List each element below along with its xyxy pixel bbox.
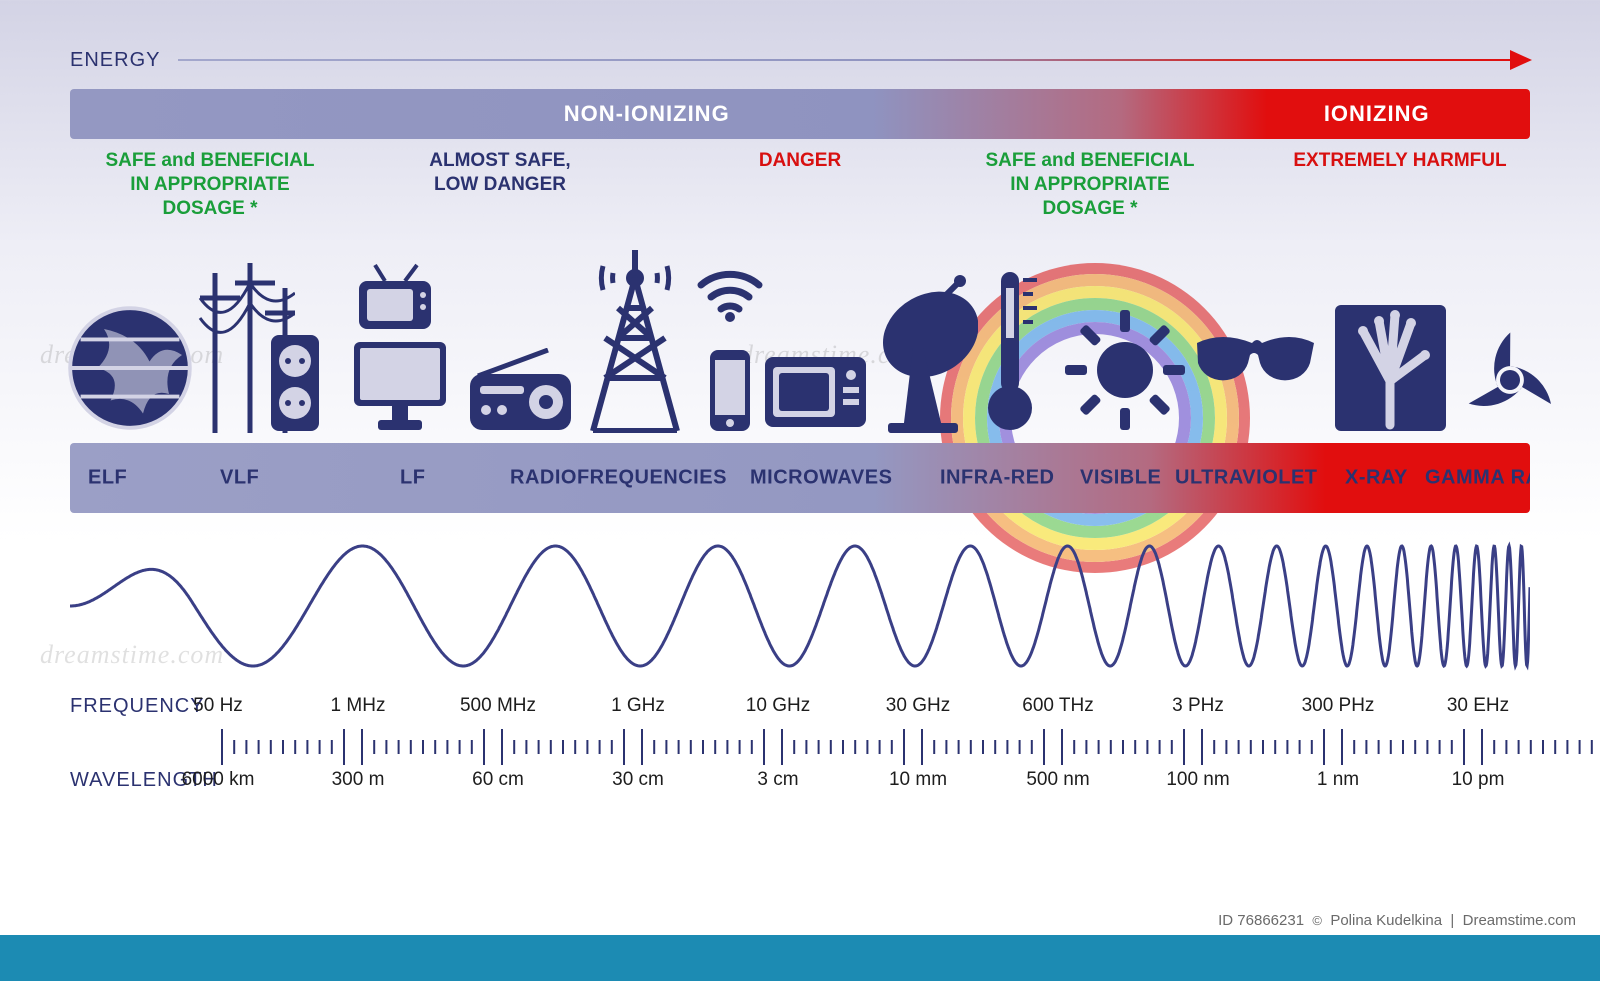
wavelength-value: 10 mm <box>853 769 983 793</box>
safety-row: SAFE and BENEFICIAL IN APPROPRIATE DOSAG… <box>70 149 1530 219</box>
tick-ruler <box>1478 725 1600 765</box>
frequency-value: 300 PHz <box>1273 695 1403 719</box>
icons-row <box>70 223 1530 433</box>
category-label: INFRA-RED <box>940 467 1055 490</box>
wavelength-value: 300 m <box>293 769 423 793</box>
wavelength-value: 60 cm <box>433 769 563 793</box>
axis-column: 300 PHz 1 nm <box>1273 695 1403 793</box>
radio-icon <box>465 348 575 433</box>
footer-strip <box>0 935 1600 981</box>
frequency-value: 50 Hz <box>153 695 283 719</box>
author: Polina Kudelkina <box>1330 912 1442 929</box>
wavelength-value: 100 nm <box>1133 769 1263 793</box>
category-label: VLF <box>220 467 259 490</box>
attribution: ID 76866231 © Polina Kudelkina | Dreamst… <box>1218 912 1576 929</box>
wavelength-value: 500 nm <box>993 769 1123 793</box>
xray-icon <box>1330 303 1450 433</box>
radiation-icon <box>1455 328 1565 433</box>
wavelength-value: 1 nm <box>1273 769 1403 793</box>
energy-arrow <box>178 59 1530 61</box>
category-label: ULTRAVIOLET <box>1175 467 1318 490</box>
category-band: ELF VLF LF RADIOFREQUENCIES MICROWAVES INFRA-… <box>70 443 1530 513</box>
axis-column: 1 GHz 30 cm <box>573 695 703 793</box>
safety-label: ALMOST SAFE, LOW DANGER <box>380 149 620 197</box>
axis-column: 600 THz 500 nm <box>993 695 1123 793</box>
safety-label: SAFE and BENEFICIAL IN APPROPRIATE DOSAG… <box>70 149 350 220</box>
wifi-icon <box>690 263 770 323</box>
category-label: LF <box>400 467 425 490</box>
frequency-value: 1 GHz <box>573 695 703 719</box>
frequency-value: 1 MHz <box>293 695 423 719</box>
power-socket-icon <box>265 333 325 433</box>
frequency-value: 600 THz <box>993 695 1123 719</box>
category-label: VISIBLE <box>1080 467 1161 490</box>
monitor-icon <box>345 338 455 433</box>
frequency-value: 3 PHz <box>1133 695 1263 719</box>
wavelength-value: 3 cm <box>713 769 843 793</box>
axis-column: 30 EHz 10 pm <box>1413 695 1543 793</box>
tv-icon <box>350 263 440 333</box>
ionizing-label: IONIZING <box>1223 101 1530 127</box>
wavelength-value: 6000 km <box>153 769 283 793</box>
site: Dreamstime.com <box>1463 912 1576 929</box>
wave-diagram <box>70 521 1530 691</box>
frequency-value: 500 MHz <box>433 695 563 719</box>
wavelength-value: 10 pm <box>1413 769 1543 793</box>
axis-column: 10 GHz 3 cm <box>713 695 843 793</box>
image-id: ID 76866231 <box>1218 912 1304 929</box>
safety-label: DANGER <box>710 149 890 173</box>
smartphone-icon <box>705 348 755 433</box>
microwave-icon <box>760 355 870 433</box>
safety-label: SAFE and BENEFICIAL IN APPROPRIATE DOSAG… <box>950 149 1230 220</box>
axis-column: 3 PHz 100 nm <box>1133 695 1263 793</box>
category-label: MICROWAVES <box>750 467 892 490</box>
frequency-value: 30 EHz <box>1413 695 1543 719</box>
frequency-value: 10 GHz <box>713 695 843 719</box>
safety-label: EXTREMELY HARMFUL <box>1260 149 1540 173</box>
wave-path <box>70 521 1530 691</box>
frequency-value: 30 GHz <box>853 695 983 719</box>
wavelength-value: 30 cm <box>573 769 703 793</box>
category-label: ELF <box>88 467 127 490</box>
category-label: RADIOFREQUENCIES <box>510 467 727 490</box>
satellite-dish-icon <box>860 263 980 433</box>
axis-column: 1 MHz 300 m <box>293 695 423 793</box>
sun-icon <box>1060 308 1190 433</box>
axis-column: 50 Hz 6000 km <box>153 695 283 793</box>
ionization-band: NON-IONIZING IONIZING <box>70 89 1530 139</box>
axis-column: 500 MHz 60 cm <box>433 695 563 793</box>
page: dreamstime.com dreamstime.com dreamstime… <box>0 0 1600 981</box>
sunglasses-icon <box>1190 333 1320 403</box>
antenna-tower-icon <box>575 243 695 433</box>
axis-block: FREQUENCY WAVELENGTH 50 Hz6000 km1 MHz30… <box>70 695 1530 845</box>
non-ionizing-label: NON-IONIZING <box>70 101 1223 127</box>
category-label: GAMMA RAYS <box>1425 467 1530 490</box>
category-label: X-RAY <box>1345 467 1408 490</box>
thermometer-icon <box>980 263 1050 433</box>
energy-arrow-row: ENERGY <box>70 45 1530 75</box>
axis-column: 30 GHz 10 mm <box>853 695 983 793</box>
globe-icon <box>60 303 200 433</box>
energy-label: ENERGY <box>70 49 160 72</box>
